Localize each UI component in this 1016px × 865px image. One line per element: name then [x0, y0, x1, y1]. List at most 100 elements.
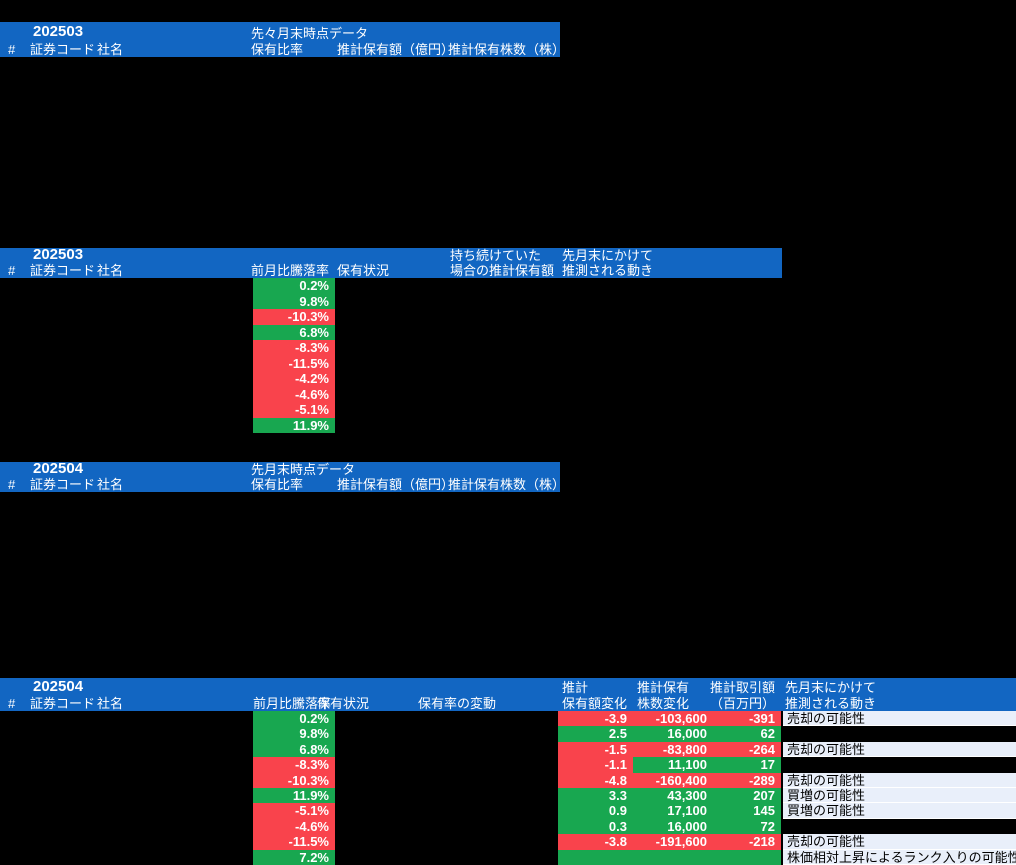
table4-shares-label-2: 株数変化: [637, 696, 690, 711]
table4-trade-cell[interactable]: 145: [713, 803, 781, 819]
table4-amt-cell[interactable]: -1.5: [558, 741, 633, 758]
table4-trade-cell[interactable]: -264: [713, 741, 781, 758]
table4-move-label-2: 推測される動き: [785, 696, 877, 711]
table4-amt-cell[interactable]: -3.8: [558, 834, 633, 850]
table4-col-ratio-change: 保有率の変動: [418, 696, 497, 711]
table4-col-status: 保有状況: [317, 696, 370, 711]
table4-shares-cell[interactable]: -83,800: [633, 741, 713, 758]
table4-change-cell[interactable]: 6.8%: [253, 741, 335, 758]
table4-col-num: #: [8, 696, 16, 711]
table3-col-num: #: [8, 477, 16, 492]
table2-change-cell[interactable]: -5.1%: [253, 402, 335, 418]
table4-note-cell[interactable]: 買増の可能性: [783, 788, 1016, 804]
table4-change-cell[interactable]: 7.2%: [253, 849, 335, 865]
table4-amt-cell[interactable]: -4.8: [558, 772, 633, 788]
table2-change-cell[interactable]: -11.5%: [253, 355, 335, 371]
table4-move-label-1: 先月末にかけて: [785, 680, 877, 695]
table4-amt-label-1: 推計: [562, 680, 589, 695]
table4-col-change: 前月比騰落率: [253, 696, 332, 711]
table4-note-cell[interactable]: [783, 818, 1016, 835]
table4-note-cell[interactable]: 買増の可能性: [783, 803, 1016, 819]
table1-col-name: 社名: [97, 42, 124, 57]
table1-col-shares: 推計保有株数（株）: [448, 42, 566, 57]
table3-col-ratio: 保有比率: [251, 477, 304, 492]
table2-col-code: 証券コード: [30, 263, 96, 278]
table4-shares-cell[interactable]: -103,600: [633, 711, 713, 727]
table4-shares-label-1: 推計保有: [637, 680, 690, 695]
table4-trade-cell[interactable]: -391: [713, 711, 781, 727]
table2-col-change: 前月比騰落率: [251, 263, 330, 278]
table3-col-amount: 推計保有額（億円）: [337, 477, 455, 492]
table4-change-cell[interactable]: 11.9%: [253, 788, 335, 804]
table4-trade-cell[interactable]: 72: [713, 818, 781, 835]
table4-note-cell[interactable]: 売却の可能性: [783, 834, 1016, 850]
table4-trade-cell[interactable]: [713, 849, 781, 865]
table2-change-cell[interactable]: -4.6%: [253, 386, 335, 402]
table4-trade-cell[interactable]: 62: [713, 726, 781, 742]
table4-header: 202504 推計 推計保有 推計取引額 先月末にかけて # 証券コード 社名 …: [0, 678, 1016, 711]
table4-amt-cell[interactable]: -3.9: [558, 711, 633, 727]
table4-change-cell[interactable]: 0.2%: [253, 711, 335, 727]
table4-amt-cell[interactable]: 3.3: [558, 788, 633, 804]
table1-group-label: 先々月末時点データ: [251, 26, 369, 41]
table2-held-label-1: 持ち続けていた: [450, 248, 542, 263]
table2-change-cell[interactable]: 6.8%: [253, 324, 335, 340]
table4-shares-cell[interactable]: -160,400: [633, 772, 713, 788]
table4-change-cell[interactable]: -11.5%: [253, 834, 335, 850]
table4-amt-cell[interactable]: -1.1: [558, 757, 633, 773]
table4-amt-cell[interactable]: [558, 849, 633, 865]
table4-note-cell[interactable]: 売却の可能性: [783, 741, 1016, 758]
table4-change-cell[interactable]: -8.3%: [253, 757, 335, 773]
table4-note-cell[interactable]: [783, 726, 1016, 742]
table4-note-cell[interactable]: 株価相対上昇によるランク入りの可能性: [783, 849, 1016, 865]
table4-shares-cell[interactable]: 11,100: [633, 757, 713, 773]
table4-trade-cell[interactable]: 207: [713, 788, 781, 804]
table2-change-cell[interactable]: -8.3%: [253, 340, 335, 356]
table4-col-name: 社名: [97, 696, 124, 711]
table4-shares-cell[interactable]: 16,000: [633, 818, 713, 835]
table4-shares-cell[interactable]: -191,600: [633, 834, 713, 850]
table1-header: 202503 先々月末時点データ # 証券コード 社名 保有比率 推計保有額（億…: [0, 22, 565, 57]
table2-col-name: 社名: [97, 263, 124, 278]
table1-col-num: #: [8, 42, 16, 57]
table1-col-amount: 推計保有額（億円）: [337, 42, 455, 57]
table3-col-code: 証券コード: [30, 477, 96, 492]
table4-amt-cell[interactable]: 0.9: [558, 803, 633, 819]
table3-header: 202504 先月末時点データ # 証券コード 社名 保有比率 推計保有額（億円…: [0, 460, 565, 492]
table4-trade-cell[interactable]: 17: [713, 757, 781, 773]
table2-change-cell[interactable]: -10.3%: [253, 309, 335, 325]
table4-amt-cell[interactable]: 0.3: [558, 818, 633, 835]
table4-shares-cell[interactable]: 17,100: [633, 803, 713, 819]
table2-held-label-2: 場合の推計保有額: [450, 263, 555, 278]
table2-change-cell[interactable]: 9.8%: [253, 293, 335, 309]
table4-shares-cell[interactable]: [633, 849, 713, 865]
table1-month-label: 202503: [33, 23, 84, 40]
table4-trade-label-2: （百万円）: [710, 696, 776, 711]
table4-amt-cell[interactable]: 2.5: [558, 726, 633, 742]
table3-group-label: 先月末時点データ: [251, 462, 356, 477]
table3-col-name: 社名: [97, 477, 124, 492]
table4-change-cell[interactable]: -4.6%: [253, 818, 335, 835]
table4-month-label: 202504: [33, 678, 84, 695]
table4-col-code: 証券コード: [30, 696, 96, 711]
table4-note-cell[interactable]: 売却の可能性: [783, 772, 1016, 788]
table4-shares-cell[interactable]: 16,000: [633, 726, 713, 742]
table4-trade-cell[interactable]: -289: [713, 772, 781, 788]
table4-note-cell[interactable]: 売却の可能性: [783, 711, 1016, 727]
table2-move-label-2: 推測される動き: [562, 263, 654, 278]
table3-col-shares: 推計保有株数（株）: [448, 477, 566, 492]
table4-trade-cell[interactable]: -218: [713, 834, 781, 850]
table4-shares-cell[interactable]: 43,300: [633, 788, 713, 804]
table2-change-cell[interactable]: 0.2%: [253, 278, 335, 294]
table4-amt-label-2: 保有額変化: [562, 696, 628, 711]
table2-header: 202503 持ち続けていた 先月末にかけて # 証券コード 社名 前月比騰落率…: [0, 247, 782, 278]
table1-col-code: 証券コード: [30, 42, 96, 57]
table3-month-label: 202504: [33, 460, 84, 477]
table4-change-cell[interactable]: 9.8%: [253, 726, 335, 742]
table4-note-cell[interactable]: [783, 757, 1016, 773]
table4-change-cell[interactable]: -10.3%: [253, 772, 335, 788]
table4-change-cell[interactable]: -5.1%: [253, 803, 335, 819]
table2-change-cell[interactable]: -4.2%: [253, 371, 335, 387]
table2-change-cell[interactable]: 11.9%: [253, 417, 335, 433]
